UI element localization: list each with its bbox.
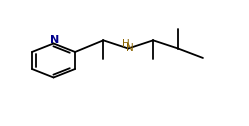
Text: N: N [125,43,133,53]
Text: H: H [122,39,130,49]
Text: N: N [50,35,60,45]
